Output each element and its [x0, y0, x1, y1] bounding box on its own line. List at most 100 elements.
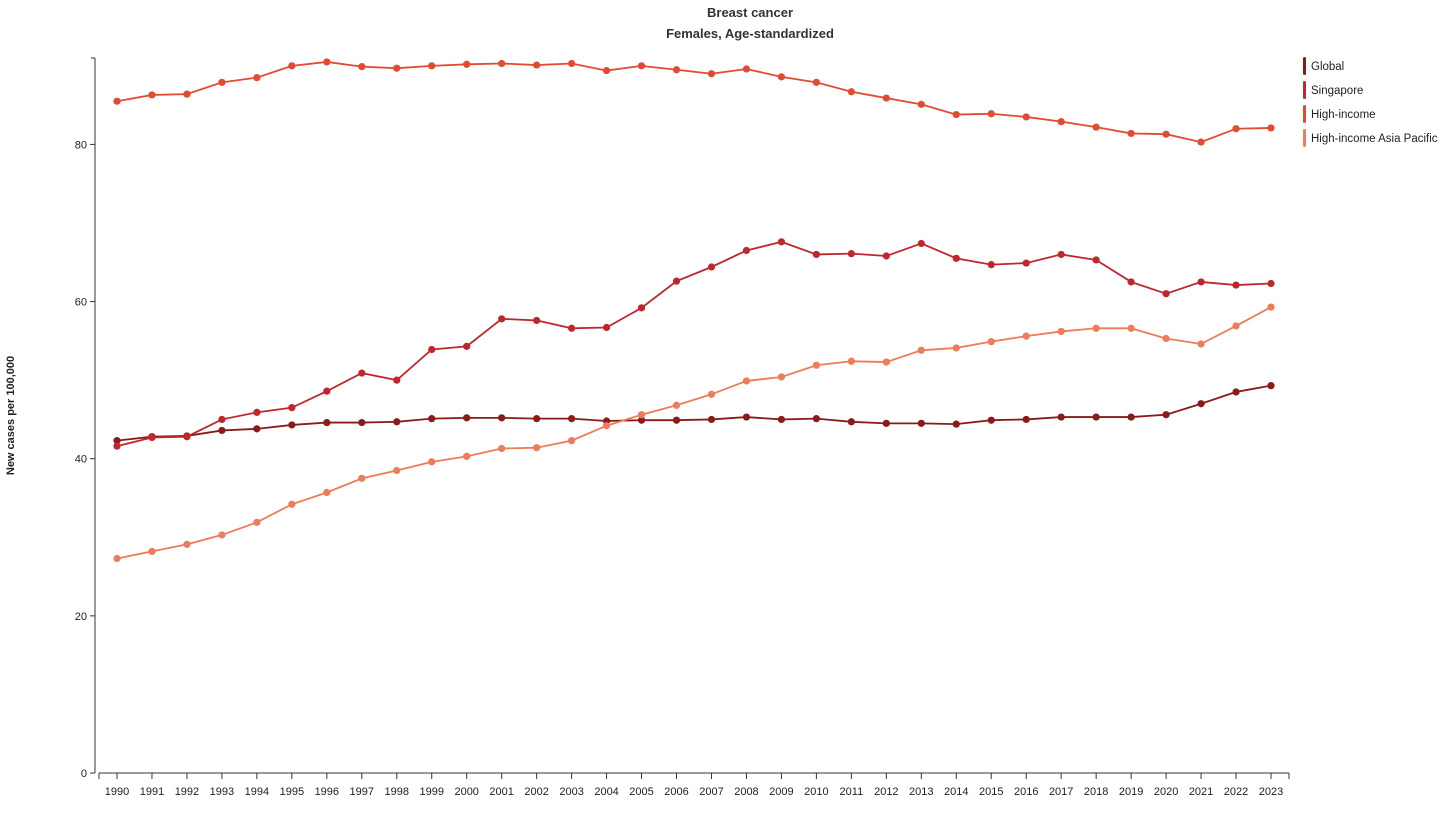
data-point	[463, 342, 471, 350]
data-point	[1092, 123, 1100, 131]
series-line	[116, 240, 1272, 448]
data-point	[882, 419, 890, 427]
data-point	[777, 73, 786, 81]
data-point	[183, 433, 191, 441]
data-point	[323, 387, 331, 395]
data-point	[358, 474, 366, 482]
x-tick-label: 2009	[769, 786, 793, 798]
data-point	[812, 78, 820, 86]
legend-label: High-income Asia Pacific	[1311, 133, 1438, 145]
x-tick-label: 1999	[419, 786, 443, 798]
data-point	[742, 65, 751, 73]
data-point	[847, 250, 855, 258]
x-tick-label: 2006	[664, 786, 688, 798]
data-point	[428, 415, 436, 423]
data-point	[498, 315, 506, 323]
x-tick-label: 1992	[175, 786, 199, 798]
legend-label: Global	[1311, 61, 1344, 73]
x-tick-label: 2015	[979, 786, 1003, 798]
x-tick-label: 2012	[874, 786, 898, 798]
series-high-income-asia-pacific	[113, 303, 1275, 563]
data-point	[847, 418, 855, 426]
data-point	[148, 547, 156, 556]
y-tick-label: 60	[75, 297, 87, 309]
data-point	[952, 110, 960, 119]
data-point	[288, 500, 296, 508]
data-point	[1267, 303, 1275, 311]
data-point	[323, 488, 331, 497]
data-point	[358, 369, 366, 377]
data-point	[602, 422, 611, 430]
data-point	[1057, 413, 1065, 421]
data-point	[847, 357, 855, 365]
x-tick-label: 2014	[944, 786, 968, 798]
series-global	[113, 382, 1275, 445]
data-point	[637, 411, 646, 419]
data-point	[498, 59, 506, 68]
x-tick-label: 2004	[594, 786, 618, 798]
data-point	[812, 361, 820, 369]
data-point	[323, 58, 331, 66]
series-line	[116, 61, 1272, 144]
data-point	[917, 100, 925, 108]
x-tick-label: 1990	[105, 786, 129, 798]
data-point	[218, 415, 226, 424]
data-point	[463, 60, 471, 68]
data-point	[288, 421, 296, 429]
data-point	[498, 414, 506, 422]
data-point	[987, 110, 995, 118]
data-point	[1197, 278, 1205, 286]
data-point	[707, 390, 716, 398]
y-tick-label: 80	[75, 139, 87, 151]
data-point	[812, 415, 820, 423]
data-point	[1092, 413, 1100, 421]
data-point	[987, 416, 995, 424]
x-tick-label: 2018	[1084, 786, 1108, 798]
data-point	[288, 62, 296, 70]
legend-swatch	[1303, 57, 1306, 75]
x-tick-label: 1995	[280, 786, 304, 798]
data-point	[952, 254, 960, 262]
data-point	[777, 415, 786, 424]
y-tick-label: 20	[75, 611, 87, 623]
x-tick-label: 2008	[734, 786, 758, 798]
data-point	[218, 426, 226, 435]
data-point	[987, 261, 995, 269]
data-point	[1127, 413, 1135, 421]
data-point	[952, 344, 960, 352]
data-point	[672, 277, 681, 285]
data-point	[393, 418, 401, 426]
series-high-income	[113, 58, 1275, 146]
x-tick-label: 2020	[1154, 786, 1178, 798]
x-tick-label: 1996	[315, 786, 339, 798]
data-point	[498, 444, 506, 453]
data-point	[253, 408, 261, 416]
data-point	[637, 416, 646, 424]
data-point	[253, 518, 261, 526]
x-tick-label: 2019	[1119, 786, 1143, 798]
data-point	[533, 61, 541, 69]
data-point	[1057, 118, 1065, 126]
data-point	[428, 62, 436, 70]
data-point	[1197, 138, 1205, 146]
data-point	[1267, 382, 1275, 390]
data-point	[742, 413, 751, 421]
data-point	[707, 415, 716, 424]
data-point	[428, 345, 436, 354]
data-point	[1127, 278, 1135, 286]
data-point	[1057, 250, 1065, 259]
x-tick-label: 2001	[489, 786, 513, 798]
series-line	[116, 306, 1272, 560]
x-tick-label: 2010	[804, 786, 828, 798]
series-singapore	[113, 238, 1275, 450]
data-point	[358, 418, 366, 427]
data-point	[568, 415, 576, 423]
x-tick-label: 2005	[629, 786, 653, 798]
data-point	[952, 420, 960, 428]
legend-label: High-income	[1311, 109, 1376, 121]
axes: 0 20 40 60 80 New cases per 100,000 1990 1991 19…	[5, 57, 1290, 798]
x-tick-label: 2016	[1014, 786, 1038, 798]
x-tick-label: 1993	[210, 786, 234, 798]
data-point	[463, 452, 471, 460]
